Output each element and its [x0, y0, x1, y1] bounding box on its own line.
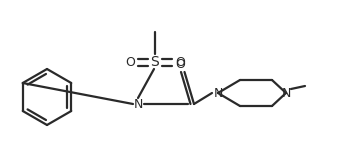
Text: O: O	[175, 57, 185, 70]
Text: N: N	[281, 87, 291, 100]
Text: N: N	[213, 87, 223, 100]
Text: O: O	[175, 55, 185, 68]
Text: O: O	[125, 55, 135, 68]
Text: S: S	[151, 55, 159, 69]
Text: N: N	[133, 98, 143, 111]
